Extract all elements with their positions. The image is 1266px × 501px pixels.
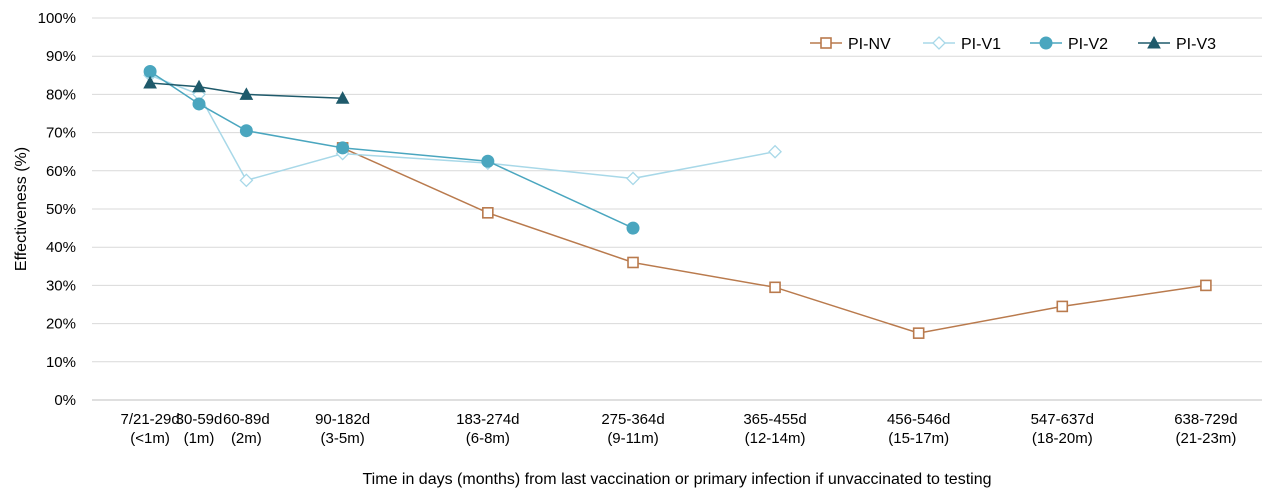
legend-marker-pi-v3 — [1147, 35, 1161, 49]
series-line-pi-nv — [342, 147, 1207, 334]
data-point-pi-v1 — [768, 144, 782, 159]
y-tick-label: 20% — [46, 316, 76, 333]
series-line-pi-v2 — [149, 70, 634, 229]
x-tick-label: 275-364d (9-11m) — [601, 411, 664, 447]
data-point-pi-nv — [769, 281, 781, 294]
data-point-pi-v3 — [192, 79, 206, 93]
legend-marker-pi-v1 — [932, 36, 946, 50]
data-point-pi-nv — [627, 256, 639, 269]
x-tick-label: 90-182d (3-5m) — [315, 411, 370, 447]
x-axis-title: Time in days (months) from last vaccinat… — [363, 471, 992, 488]
y-tick-label: 0% — [54, 392, 76, 409]
gridlines — [92, 17, 1262, 363]
data-point-pi-v3 — [335, 91, 350, 104]
data-point-pi-v2 — [192, 97, 206, 111]
data-point-pi-v1 — [626, 171, 640, 186]
data-point-pi-v3 — [239, 87, 254, 100]
y-tick-label: 10% — [46, 354, 76, 371]
data-point-pi-v2 — [626, 221, 640, 235]
legend-label-pi-v3: PI-V3 — [1176, 36, 1216, 53]
data-point-pi-v1 — [239, 173, 254, 188]
y-tick-label: 30% — [46, 277, 76, 294]
y-tick-label: 40% — [46, 239, 76, 256]
x-tick-label: 30-59d (1m) — [176, 411, 223, 447]
y-tick-label: 50% — [46, 201, 76, 218]
y-tick-label: 100% — [38, 10, 76, 27]
series-lines — [143, 64, 1212, 339]
x-tick-label: 183-274d (6-8m) — [456, 411, 519, 447]
data-point-pi-v2 — [239, 124, 253, 138]
x-tick-label: 365-455d (12-14m) — [743, 411, 806, 447]
y-tick-label: 80% — [46, 86, 76, 103]
legend-label-pi-v2: PI-V2 — [1068, 36, 1108, 53]
axes: 0% 10% 20% 30% 40% 50% 60% 70% 80% 90% 100% 7/21-29… — [38, 10, 1262, 447]
data-point-pi-nv — [912, 327, 925, 339]
data-point-pi-v2 — [143, 64, 157, 78]
data-point-pi-v3 — [143, 75, 157, 89]
y-tick-label: 60% — [46, 163, 76, 180]
data-point-pi-nv — [1056, 300, 1069, 313]
data-point-pi-v2 — [336, 141, 350, 155]
data-point-pi-v2 — [481, 154, 495, 168]
data-point-pi-nv — [1200, 279, 1212, 292]
y-tick-label: 90% — [46, 48, 76, 65]
legend-marker-pi-nv — [820, 37, 832, 49]
x-tick-label: 7/21-29d (<1m) — [120, 411, 179, 447]
x-tick-label: 456-546d (15-17m) — [887, 411, 950, 447]
y-tick-label: 70% — [46, 125, 76, 142]
series-line-pi-v3 — [150, 82, 343, 99]
legend: PI-NV PI-V1 PI-V2 PI-V3 — [810, 35, 1216, 53]
x-tick-label: 638-729d (21-23m) — [1174, 411, 1237, 447]
legend-label-pi-v1: PI-V1 — [961, 36, 1001, 53]
legend-marker-pi-v2 — [1039, 36, 1053, 50]
x-tick-label: 60-89d (2m) — [223, 411, 270, 447]
x-tick-label: 547-637d (18-20m) — [1031, 411, 1094, 447]
legend-label-pi-nv: PI-NV — [848, 36, 891, 53]
data-point-pi-nv — [482, 207, 494, 219]
y-axis-title: Effectiveness (%) — [13, 147, 30, 271]
